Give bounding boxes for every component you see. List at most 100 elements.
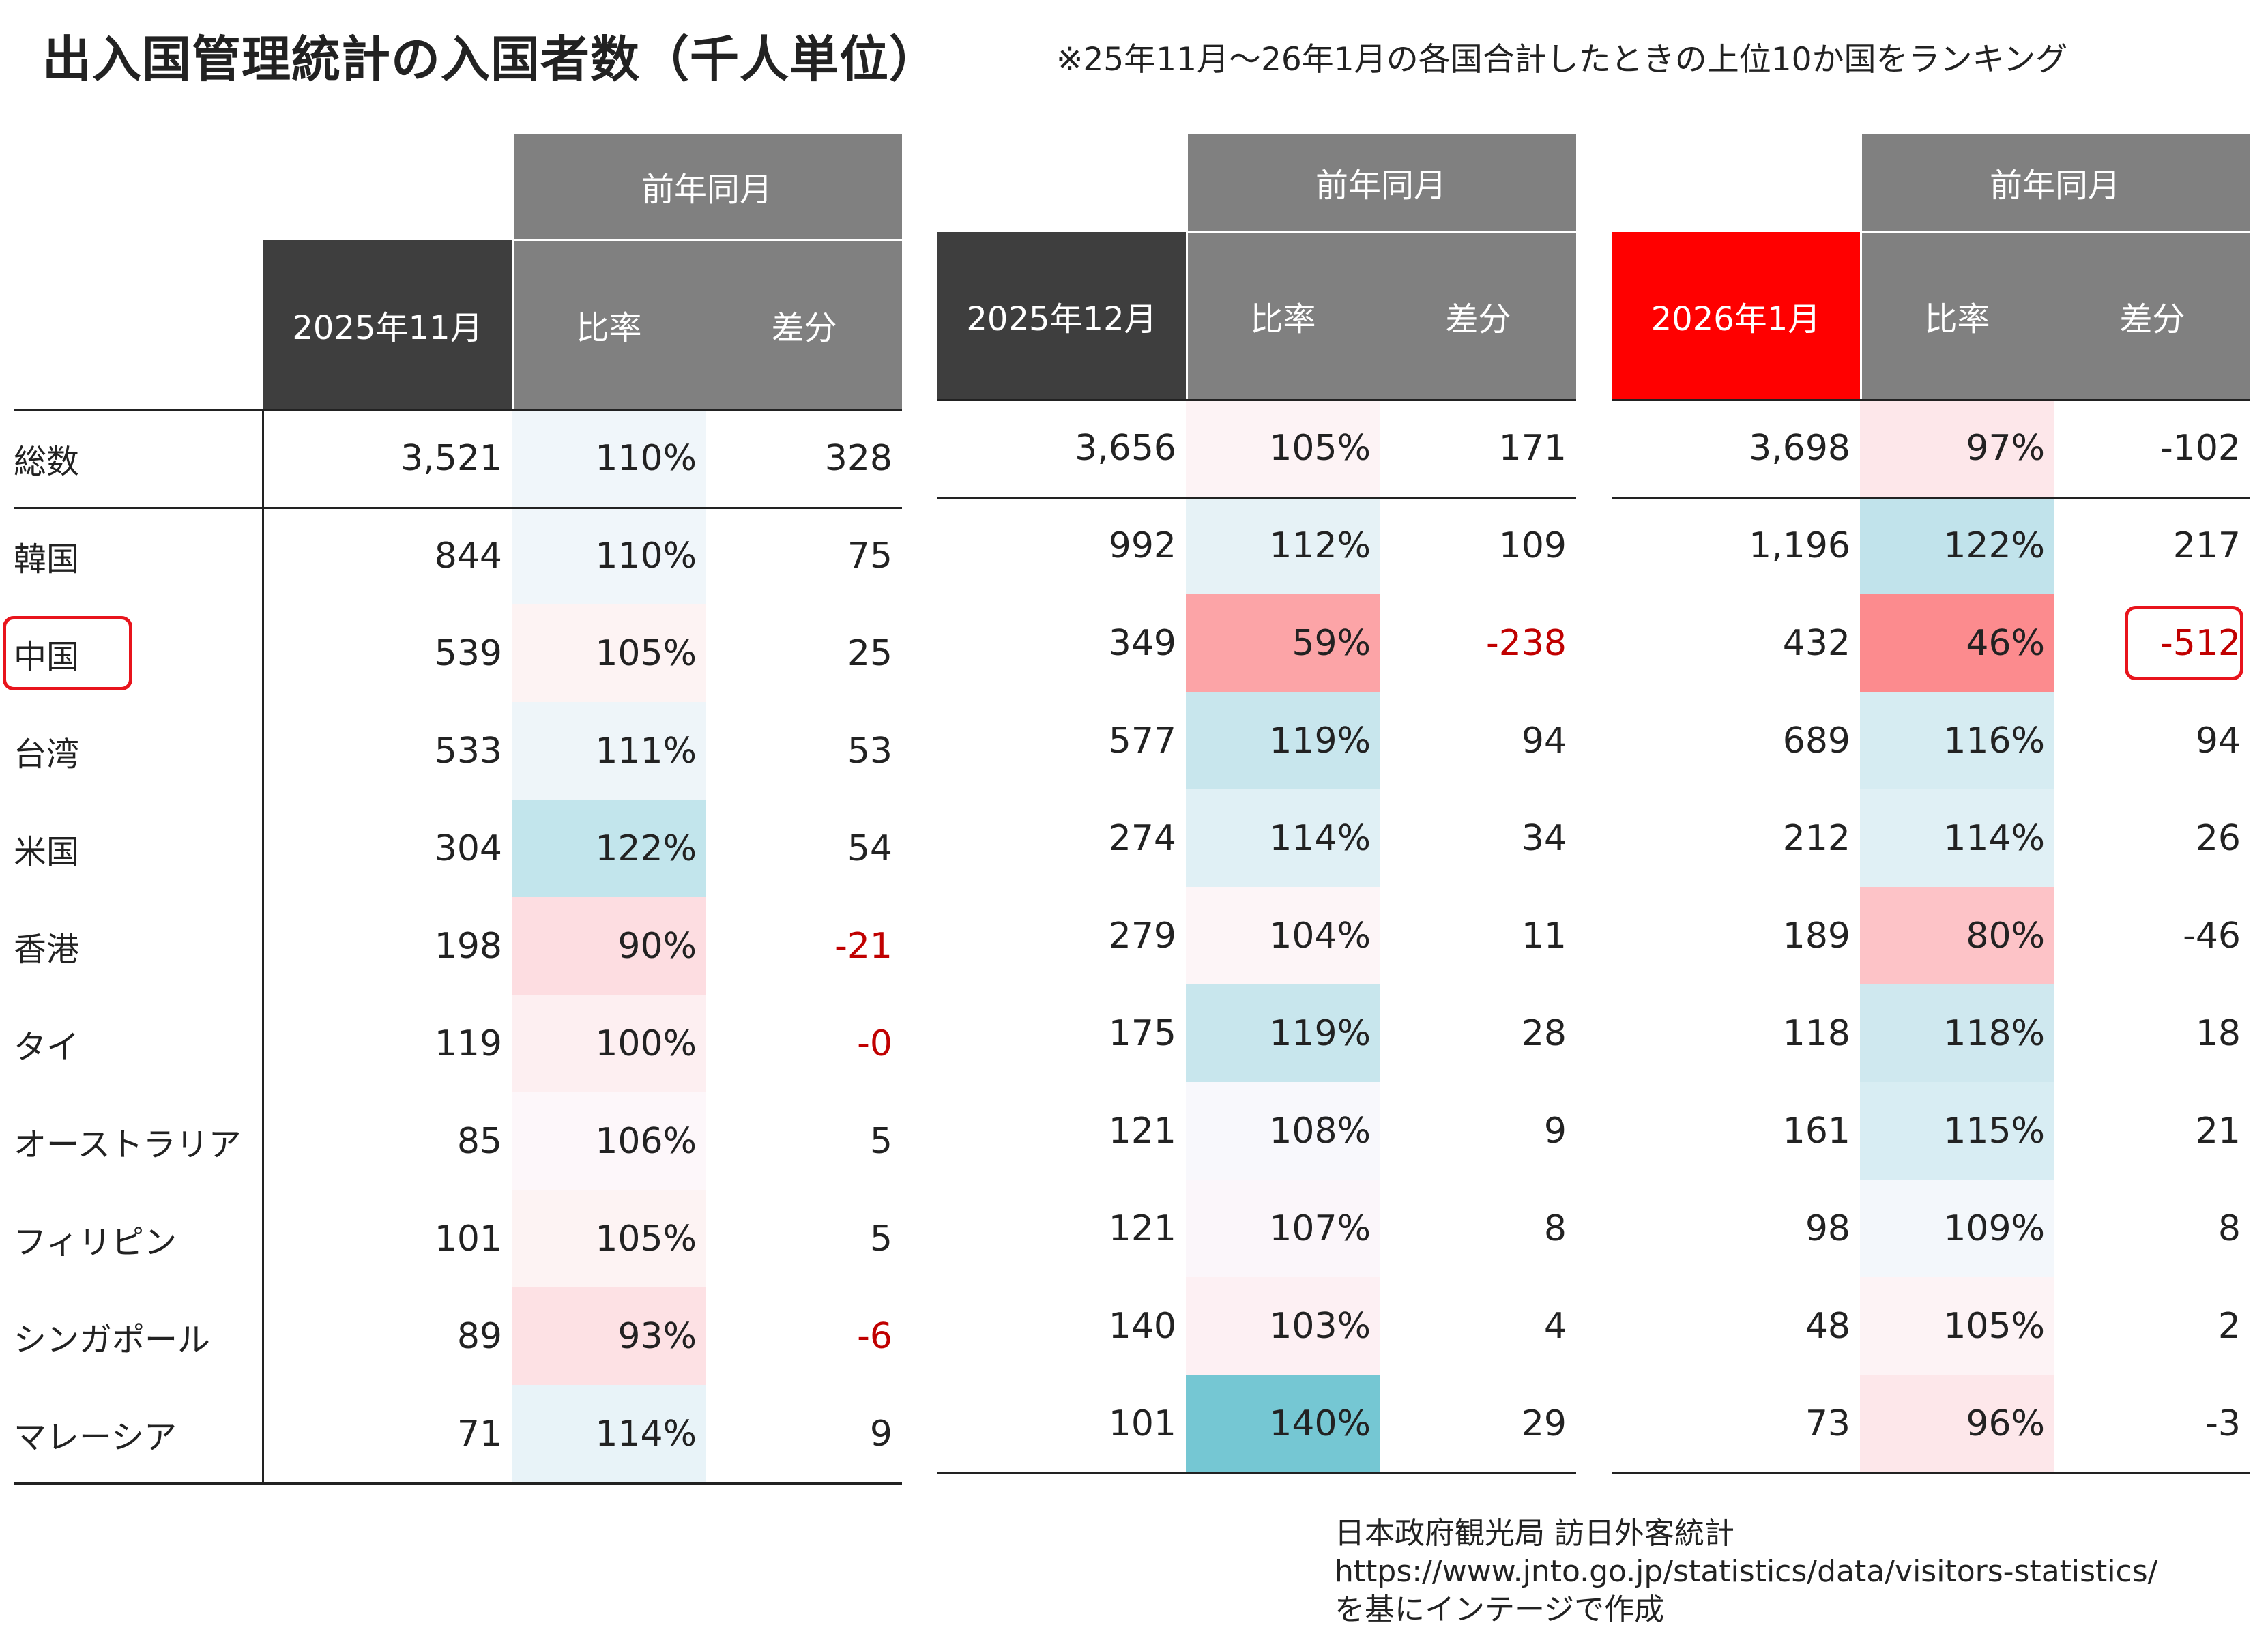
value-cell: 3,698 xyxy=(1749,427,1850,469)
diff-cell: 4 xyxy=(1543,1305,1567,1347)
source-note: 日本政府観光局 訪日外客統計 https://www.jnto.go.jp/st… xyxy=(1335,1515,2157,1629)
value-cell: 121 xyxy=(1108,1208,1176,1249)
value-cell: 121 xyxy=(1108,1110,1176,1152)
value-cell: 279 xyxy=(1108,915,1176,956)
prev-year-header: 前年同月 xyxy=(1186,134,1576,231)
diff-cell: -6 xyxy=(857,1315,892,1357)
value-cell: 175 xyxy=(1108,1012,1176,1054)
ratio-cell: 114% xyxy=(512,1385,706,1482)
diff-cell: 25 xyxy=(847,632,892,674)
ratio-cell: 96% xyxy=(1860,1375,2054,1472)
ratio-cell: 105% xyxy=(512,1190,706,1287)
diff-cell: 21 xyxy=(2195,1110,2241,1152)
diff-cell: 2 xyxy=(2218,1305,2241,1347)
ratio-cell: 114% xyxy=(1186,789,1380,887)
diff-cell: 8 xyxy=(2218,1208,2241,1249)
value-cell: 432 xyxy=(1782,622,1850,664)
month-header: 2025年11月 xyxy=(263,240,512,409)
ratio-cell: 104% xyxy=(1186,887,1380,984)
ratio-cell: 108% xyxy=(1186,1082,1380,1180)
ratio-cell: 80% xyxy=(1860,887,2054,984)
value-cell: 844 xyxy=(434,535,502,576)
ratio-cell: 109% xyxy=(1860,1180,2054,1277)
row-label: 韓国 xyxy=(14,540,80,579)
ratio-cell: 90% xyxy=(512,897,706,995)
ratio-cell: 103% xyxy=(1186,1277,1380,1375)
ratio-header: 比率 xyxy=(1860,232,2054,399)
header-divider xyxy=(1186,134,1188,399)
ratio-cell: 110% xyxy=(512,409,706,507)
value-cell: 89 xyxy=(456,1315,502,1357)
row-label: 台湾 xyxy=(14,735,80,774)
diff-cell: 8 xyxy=(1543,1208,1567,1249)
diff-cell: 34 xyxy=(1521,817,1567,859)
value-cell: 73 xyxy=(1805,1403,1850,1444)
ratio-cell: 116% xyxy=(1860,692,2054,789)
diff-header: 差分 xyxy=(706,240,902,409)
diff-cell: -3 xyxy=(2205,1403,2241,1444)
value-cell: 85 xyxy=(456,1120,502,1162)
diff-cell: 217 xyxy=(2172,525,2241,566)
ratio-cell: 111% xyxy=(512,702,706,800)
ratio-cell: 114% xyxy=(1860,789,2054,887)
ratio-cell: 105% xyxy=(512,604,706,702)
prev-year-header: 前年同月 xyxy=(1860,134,2250,231)
header-rule xyxy=(14,409,902,411)
value-cell: 118 xyxy=(1782,1012,1850,1054)
total-rule xyxy=(1612,497,2250,499)
ratio-cell: 112% xyxy=(1186,497,1380,594)
row-label: フィリピン xyxy=(14,1223,177,1261)
diff-cell: 75 xyxy=(847,535,892,576)
diff-header: 差分 xyxy=(1380,232,1576,399)
value-cell: 3,656 xyxy=(1075,427,1176,469)
highlight-box xyxy=(3,616,132,690)
highlight-box xyxy=(2125,606,2243,680)
value-cell: 119 xyxy=(434,1023,502,1064)
page-title: 出入国管理統計の入国者数（千人単位） xyxy=(42,31,940,88)
ratio-cell: 105% xyxy=(1860,1277,2054,1375)
ratio-cell: 140% xyxy=(1186,1375,1380,1472)
bottom-rule xyxy=(14,1482,902,1485)
value-cell: 98 xyxy=(1805,1208,1850,1249)
value-cell: 212 xyxy=(1782,817,1850,859)
value-cell: 198 xyxy=(434,925,502,967)
ratio-cell: 106% xyxy=(512,1092,706,1190)
source-line-1: 日本政府観光局 訪日外客統計 xyxy=(1335,1516,1734,1551)
value-cell: 689 xyxy=(1782,720,1850,761)
diff-cell: -46 xyxy=(2183,915,2241,956)
ratio-cell: 119% xyxy=(1186,984,1380,1082)
header-divider xyxy=(1860,231,2250,233)
prev-year-header: 前年同月 xyxy=(512,134,902,239)
ratio-header: 比率 xyxy=(1186,232,1380,399)
ratio-header: 比率 xyxy=(512,240,706,409)
ratio-cell: 105% xyxy=(1186,399,1380,497)
source-url[interactable]: https://www.jnto.go.jp/statistics/data/v… xyxy=(1335,1554,2158,1589)
header-rule xyxy=(1612,399,2250,401)
diff-cell: 9 xyxy=(869,1413,892,1455)
diff-cell: 18 xyxy=(2195,1012,2241,1054)
ratio-cell: 122% xyxy=(1860,497,2054,594)
ratio-cell: 46% xyxy=(1860,594,2054,692)
diff-cell: 11 xyxy=(1521,915,1567,956)
diff-cell: 9 xyxy=(1543,1110,1567,1152)
ratio-cell: 118% xyxy=(1860,984,2054,1082)
diff-cell: 94 xyxy=(2195,720,2241,761)
row-label: オーストラリア xyxy=(14,1125,242,1164)
value-cell: 71 xyxy=(456,1413,502,1455)
value-cell: 577 xyxy=(1108,720,1176,761)
diff-cell: -102 xyxy=(2160,427,2241,469)
value-cell: 189 xyxy=(1782,915,1850,956)
row-label: 香港 xyxy=(14,930,80,969)
row-label: 米国 xyxy=(14,832,80,871)
diff-cell: 5 xyxy=(869,1218,892,1259)
ranking-note: ※25年11月～26年1月の各国合計したときの上位10か国をランキング xyxy=(1056,41,2068,78)
row-label: シンガポール xyxy=(14,1320,211,1359)
diff-cell: 328 xyxy=(824,437,892,479)
value-cell: 539 xyxy=(434,632,502,674)
bottom-rule xyxy=(1612,1472,2250,1474)
ratio-cell: 93% xyxy=(512,1287,706,1385)
diff-header: 差分 xyxy=(2054,232,2250,399)
ratio-cell: 122% xyxy=(512,800,706,897)
source-line-3: を基にインテージで作成 xyxy=(1335,1592,1665,1627)
ratio-cell: 115% xyxy=(1860,1082,2054,1180)
